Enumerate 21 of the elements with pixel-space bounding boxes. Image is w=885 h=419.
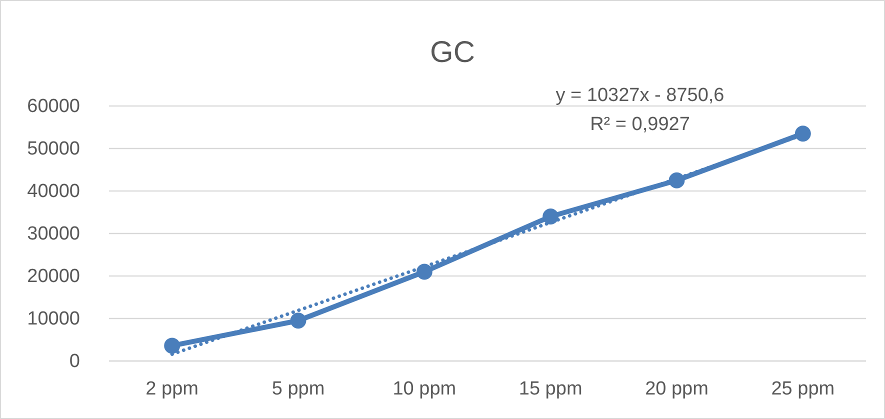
- x-tick-label: 25 ppm: [771, 378, 835, 400]
- x-tick-label: 10 ppm: [392, 378, 456, 400]
- y-tick-label: 60000: [27, 96, 80, 118]
- x-tick-label: 20 ppm: [645, 378, 708, 400]
- annotation: y = 10327x - 8750,6 R² = 0,9927: [556, 85, 724, 135]
- point: [542, 208, 559, 224]
- point: [794, 126, 811, 142]
- point: [668, 172, 685, 188]
- y-tick-label: 40000: [27, 181, 80, 202]
- y-tick-label: 20000: [27, 266, 80, 288]
- chart-title: GC: [430, 36, 475, 69]
- point: [416, 264, 432, 280]
- x-tick-label: 15 ppm: [518, 378, 582, 400]
- y-tick-label: 50000: [27, 138, 80, 160]
- point: [290, 312, 306, 329]
- y-tick-label: 0: [69, 351, 80, 372]
- y-tick-label: 10000: [27, 308, 80, 330]
- y-tick-label: 30000: [27, 224, 80, 245]
- point: [164, 338, 180, 354]
- x-tick-label: 2 ppm: [146, 378, 198, 400]
- x-tick-label: 5 ppm: [272, 378, 325, 400]
